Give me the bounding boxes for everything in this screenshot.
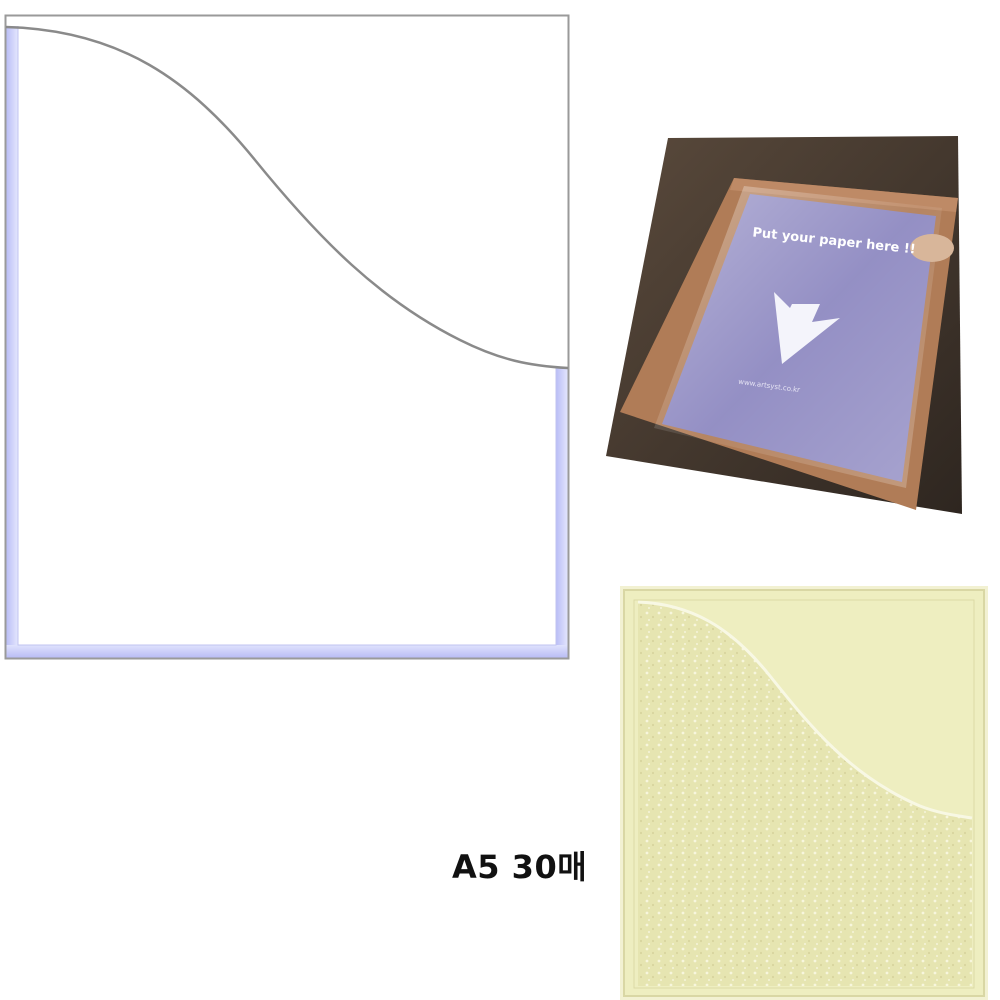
sample-pocket-photo — [620, 586, 988, 1000]
size-label: A5 30매 — [452, 848, 588, 886]
wave-cut-line — [5, 25, 569, 370]
product-photo: Put your paper here !! www.artsyst.co.kr — [606, 136, 964, 514]
pocket-diagram — [4, 14, 570, 660]
pocket-outline — [4, 14, 570, 660]
pocket-bottom-edge — [6, 645, 568, 658]
pocket-right-edge — [556, 368, 568, 658]
pocket-left-edge — [6, 26, 18, 658]
